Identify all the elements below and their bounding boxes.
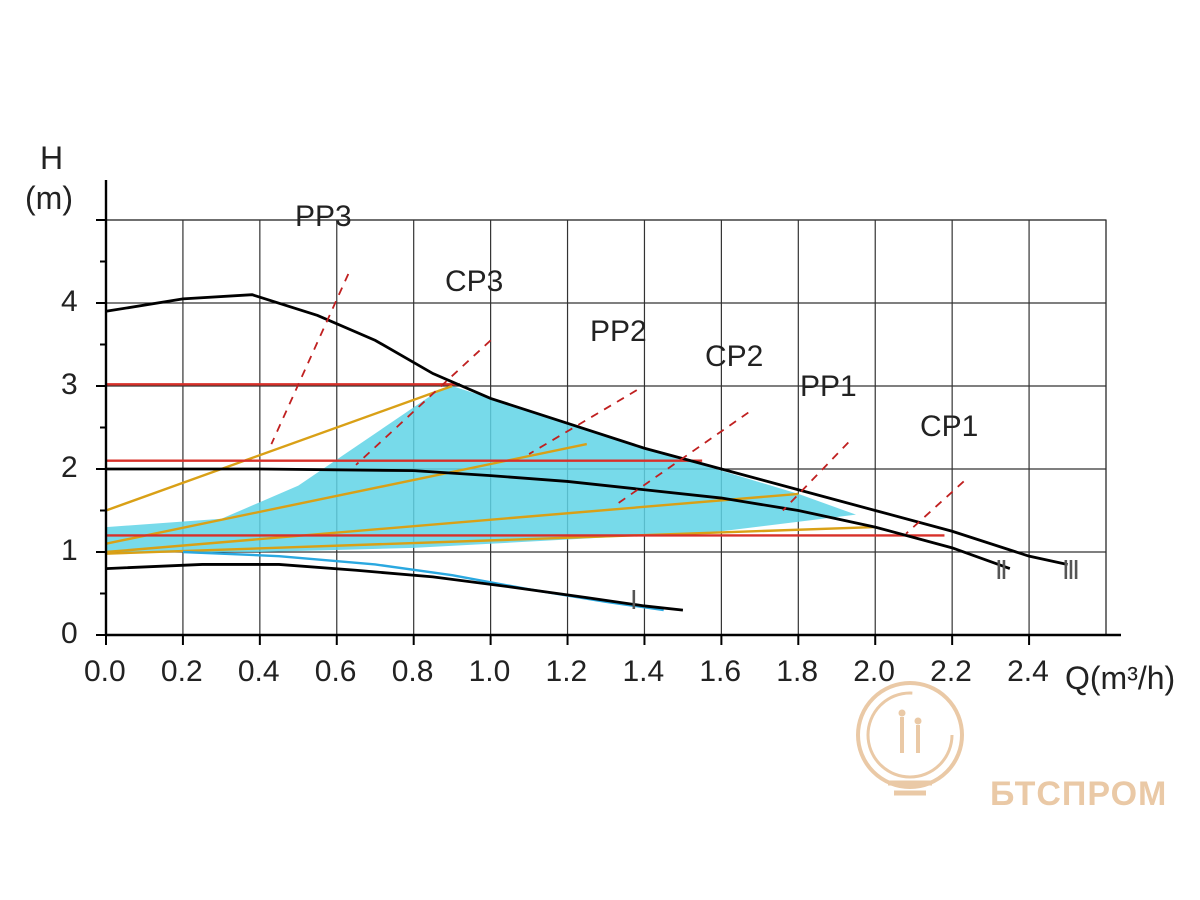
- x-tick-1.6: 1.6: [699, 655, 741, 689]
- callout-CP3: CP3: [445, 265, 503, 299]
- x-tick-1.4: 1.4: [622, 655, 664, 689]
- y-tick-4: 4: [61, 285, 78, 319]
- y-axis-label-H: H: [40, 140, 63, 177]
- y-tick-0: 0: [61, 617, 78, 651]
- pump-hq-chart: H (m) Q(m³/h) БТСПРОМ 0.0 0.2 0.4 0.6 0.8 1.0…: [0, 0, 1200, 900]
- callout-CP1: CP1: [920, 410, 978, 444]
- x-tick-2.2: 2.2: [930, 655, 972, 689]
- callout-PP2: PP2: [590, 315, 647, 349]
- roman-Ⅰ: Ⅰ: [630, 585, 638, 616]
- y-tick-3: 3: [61, 368, 78, 402]
- x-tick-0.4: 0.4: [238, 655, 280, 689]
- x-tick-2.4: 2.4: [1007, 655, 1049, 689]
- x-tick-0: 0.0: [84, 655, 126, 689]
- x-tick-1.8: 1.8: [776, 655, 818, 689]
- y-tick-2: 2: [61, 451, 78, 485]
- x-tick-0.6: 0.6: [315, 655, 357, 689]
- y-tick-1: 1: [61, 534, 78, 568]
- x-tick-2: 2.0: [853, 655, 895, 689]
- x-tick-0.2: 0.2: [161, 655, 203, 689]
- callout-PP1: PP1: [800, 370, 857, 404]
- x-axis-label-Q: Q(m³/h): [1065, 660, 1175, 697]
- x-tick-1.2: 1.2: [546, 655, 588, 689]
- x-tick-0.8: 0.8: [392, 655, 434, 689]
- roman-Ⅲ: Ⅲ: [1062, 555, 1080, 586]
- watermark-icon: [858, 683, 962, 793]
- x-tick-1: 1.0: [469, 655, 511, 689]
- y-axis-label-unit: (m): [25, 180, 73, 217]
- watermark-text: БТСПРОМ: [990, 775, 1167, 814]
- roman-Ⅱ: Ⅱ: [995, 555, 1008, 586]
- chart-svg: [0, 0, 1200, 900]
- callout-CP2: CP2: [705, 340, 763, 374]
- callout-PP3: PP3: [295, 200, 352, 234]
